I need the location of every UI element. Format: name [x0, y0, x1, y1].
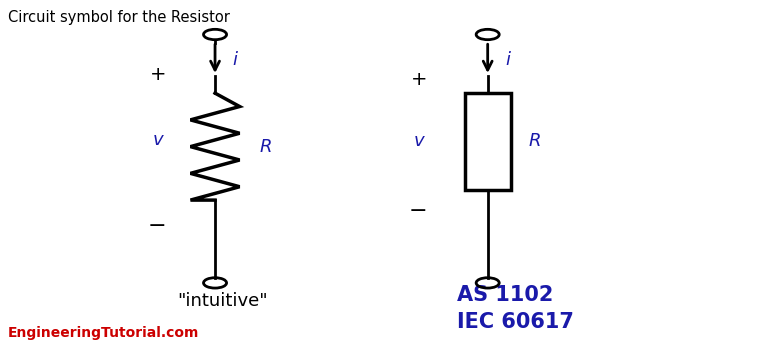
Bar [465, 93, 511, 190]
Text: $i$: $i$ [505, 51, 511, 69]
Text: IEC 60617: IEC 60617 [457, 312, 574, 332]
Text: "intuitive": "intuitive" [177, 293, 268, 310]
Text: $+$: $+$ [410, 70, 426, 89]
Text: EngineeringTutorial.com: EngineeringTutorial.com [8, 326, 199, 340]
Text: AS 1102: AS 1102 [457, 285, 553, 305]
Text: $R$: $R$ [528, 132, 541, 150]
Text: $-$: $-$ [408, 199, 426, 219]
Text: $v$: $v$ [152, 131, 165, 149]
Text: $-$: $-$ [147, 214, 165, 234]
Text: $R$: $R$ [259, 138, 272, 156]
Text: $v$: $v$ [413, 132, 426, 150]
Text: $+$: $+$ [149, 65, 165, 84]
Text: Circuit symbol for the Resistor: Circuit symbol for the Resistor [8, 10, 230, 25]
Text: $i$: $i$ [232, 51, 239, 69]
